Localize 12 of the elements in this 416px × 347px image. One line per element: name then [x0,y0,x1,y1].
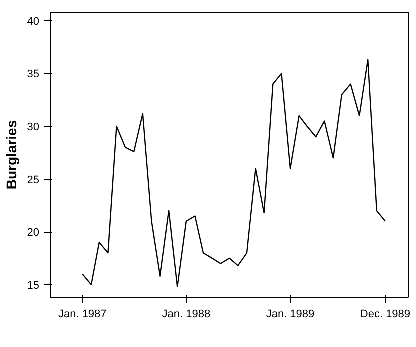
x-tick-label: Jan. 1989 [266,308,315,320]
line-series [82,59,386,288]
y-tick-label: 25 [27,174,40,186]
y-tick-label: 30 [27,122,40,134]
y-tick-label: 15 [27,280,40,292]
x-tick-label: Jan. 1988 [162,308,211,320]
y-tick-label: 40 [27,16,40,28]
x-tick-label: Dec. 1989 [360,308,411,320]
y-axis-title: Burglaries [3,120,20,190]
x-tick-label: Jan. 1987 [58,308,107,320]
y-tick-label: 20 [27,227,40,240]
y-tick-label: 35 [27,68,40,81]
